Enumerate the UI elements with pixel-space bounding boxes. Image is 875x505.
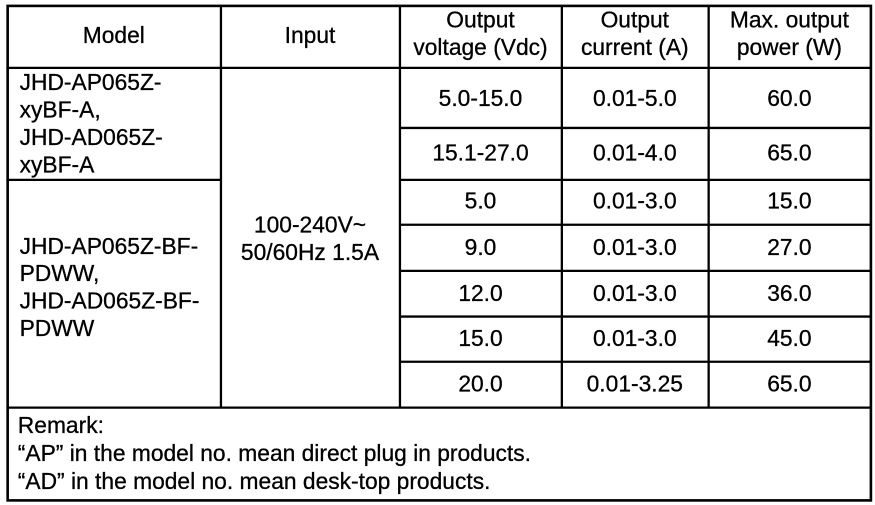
svg-text:45.0: 45.0 bbox=[767, 325, 811, 351]
svg-text:60.0: 60.0 bbox=[767, 85, 811, 111]
svg-text:Output: Output bbox=[446, 7, 515, 33]
svg-text:current (A): current (A) bbox=[581, 34, 689, 60]
svg-text:0.01-4.0: 0.01-4.0 bbox=[593, 140, 677, 166]
svg-text:100-240V~: 100-240V~ bbox=[254, 212, 366, 238]
svg-text:27.0: 27.0 bbox=[767, 234, 811, 260]
svg-text:5.0: 5.0 bbox=[465, 188, 497, 214]
svg-text:Remark:: Remark: bbox=[18, 412, 104, 438]
svg-text:JHD-AP065Z-BF-: JHD-AP065Z-BF- bbox=[20, 233, 199, 259]
svg-text:voltage (Vdc): voltage (Vdc) bbox=[413, 34, 547, 60]
svg-text:36.0: 36.0 bbox=[767, 280, 811, 306]
svg-text:50/60Hz 1.5A: 50/60Hz 1.5A bbox=[241, 239, 380, 265]
svg-text:“AP” in the model no. mean dir: “AP” in the model no. mean direct plug i… bbox=[18, 440, 531, 466]
svg-text:65.0: 65.0 bbox=[767, 140, 811, 166]
svg-text:Model: Model bbox=[83, 22, 145, 48]
svg-text:JHD-AD065Z-BF-: JHD-AD065Z-BF- bbox=[20, 288, 200, 314]
svg-text:JHD-AD065Z-: JHD-AD065Z- bbox=[20, 124, 163, 150]
svg-text:65.0: 65.0 bbox=[767, 371, 811, 397]
svg-text:9.0: 9.0 bbox=[465, 234, 497, 260]
svg-text:15.1-27.0: 15.1-27.0 bbox=[432, 140, 528, 166]
svg-text:xyBF-A,: xyBF-A, bbox=[20, 96, 101, 122]
svg-text:0.01-5.0: 0.01-5.0 bbox=[593, 85, 677, 111]
svg-text:JHD-AP065Z-: JHD-AP065Z- bbox=[20, 69, 162, 95]
svg-text:0.01-3.0: 0.01-3.0 bbox=[593, 280, 677, 306]
svg-text:12.0: 12.0 bbox=[458, 280, 502, 306]
svg-text:5.0-15.0: 5.0-15.0 bbox=[439, 85, 523, 111]
svg-text:20.0: 20.0 bbox=[458, 371, 502, 397]
svg-text:xyBF-A: xyBF-A bbox=[20, 151, 96, 177]
svg-text:0.01-3.0: 0.01-3.0 bbox=[593, 188, 677, 214]
svg-text:0.01-3.0: 0.01-3.0 bbox=[593, 234, 677, 260]
svg-text:power (W): power (W) bbox=[737, 34, 842, 60]
svg-text:Input: Input bbox=[285, 22, 336, 48]
svg-text:15.0: 15.0 bbox=[458, 325, 502, 351]
svg-text:PDWW: PDWW bbox=[20, 315, 95, 341]
svg-text:15.0: 15.0 bbox=[767, 188, 811, 214]
svg-text:Output: Output bbox=[601, 7, 670, 33]
svg-text:“AD” in the model no. mean des: “AD” in the model no. mean desk-top prod… bbox=[18, 468, 491, 494]
svg-text:0.01-3.0: 0.01-3.0 bbox=[593, 325, 677, 351]
svg-text:Max. output: Max. output bbox=[730, 7, 850, 33]
svg-text:PDWW,: PDWW, bbox=[20, 260, 100, 286]
svg-text:0.01-3.25: 0.01-3.25 bbox=[587, 371, 683, 397]
